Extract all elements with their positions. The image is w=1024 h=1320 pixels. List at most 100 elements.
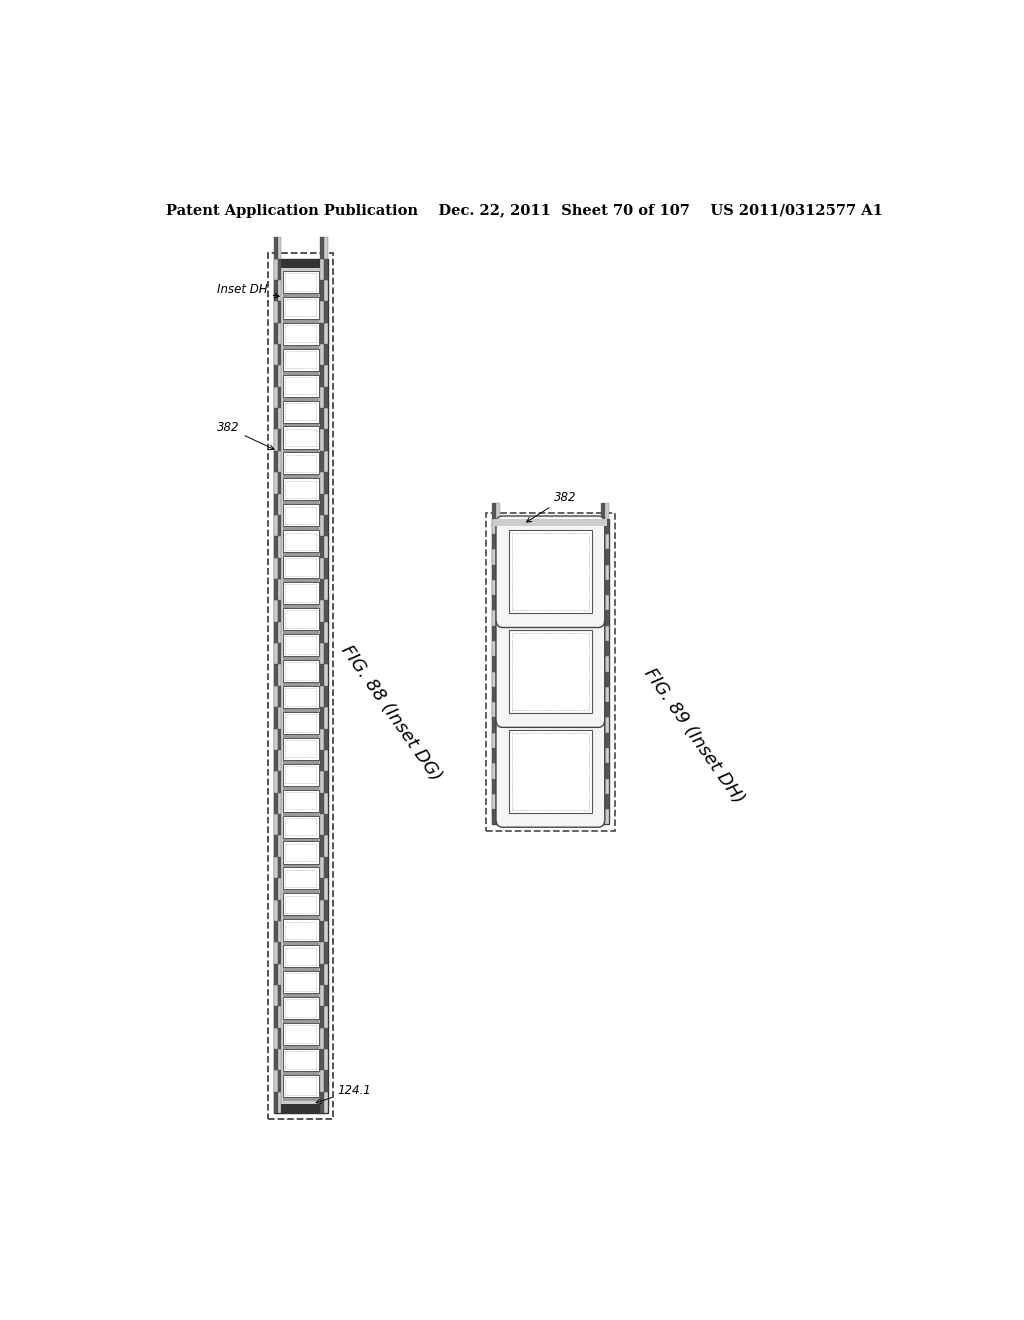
Bar	[283, 997, 318, 1019]
Bar	[283, 396, 318, 400]
Bar	[283, 686, 318, 708]
Bar	[278, 345, 282, 366]
Bar	[283, 915, 318, 919]
Bar	[604, 686, 608, 702]
Bar	[273, 899, 278, 921]
Bar	[273, 878, 278, 899]
Bar	[601, 702, 604, 718]
Bar	[283, 556, 318, 578]
Bar	[283, 789, 318, 812]
Bar	[324, 536, 328, 557]
Bar	[283, 531, 318, 552]
Bar	[275, 259, 327, 268]
Bar	[278, 515, 282, 536]
Bar	[283, 1045, 318, 1049]
Bar	[278, 899, 282, 921]
Bar	[286, 300, 316, 317]
Bar	[286, 351, 316, 368]
Bar	[273, 1006, 278, 1028]
Bar	[601, 535, 604, 549]
Bar	[273, 238, 278, 259]
Bar	[601, 748, 604, 763]
Bar	[286, 741, 316, 758]
Bar	[283, 1071, 318, 1074]
Bar	[496, 672, 500, 686]
Bar	[321, 515, 324, 536]
Bar	[604, 702, 608, 718]
Bar	[286, 766, 316, 783]
Bar	[283, 1049, 318, 1071]
Bar	[601, 595, 604, 610]
Bar	[278, 878, 282, 899]
Bar	[286, 818, 316, 836]
Bar	[286, 792, 316, 809]
Bar	[283, 945, 318, 968]
Bar	[493, 672, 496, 686]
Bar	[486, 512, 614, 830]
Bar	[321, 429, 324, 451]
Bar	[321, 836, 324, 857]
Bar	[283, 708, 318, 711]
Bar	[324, 686, 328, 708]
Bar	[283, 578, 318, 582]
Bar	[286, 378, 316, 395]
Bar	[324, 857, 328, 878]
Bar	[273, 366, 278, 387]
Bar	[601, 503, 604, 519]
Bar	[283, 348, 318, 371]
Bar	[286, 507, 316, 524]
Bar	[321, 473, 324, 494]
Bar	[493, 549, 496, 565]
Bar	[512, 733, 589, 810]
Bar	[324, 814, 328, 836]
Text: 382: 382	[526, 491, 577, 523]
Bar	[324, 1092, 328, 1113]
Bar	[321, 985, 324, 1006]
Bar	[321, 579, 324, 601]
Bar	[278, 557, 282, 579]
Bar	[283, 941, 318, 945]
Bar	[286, 585, 316, 602]
Bar	[278, 536, 282, 557]
Bar	[273, 985, 278, 1006]
Bar	[273, 536, 278, 557]
Bar	[273, 429, 278, 451]
Bar	[273, 836, 278, 857]
Bar	[283, 297, 318, 319]
Bar	[324, 1049, 328, 1071]
Bar	[324, 878, 328, 899]
Bar	[324, 771, 328, 793]
Bar	[283, 1074, 318, 1097]
Bar	[324, 964, 328, 985]
Bar	[324, 451, 328, 473]
Bar	[493, 718, 496, 733]
Bar	[275, 1104, 327, 1113]
Bar	[493, 779, 496, 793]
Bar	[283, 371, 318, 375]
Bar	[273, 408, 278, 429]
Bar	[601, 519, 604, 535]
Bar	[283, 319, 318, 322]
Bar	[321, 1049, 324, 1071]
Bar	[496, 733, 500, 748]
Bar	[283, 760, 318, 764]
Bar	[286, 558, 316, 576]
Bar	[321, 408, 324, 429]
Bar	[283, 527, 318, 531]
Bar	[321, 793, 324, 814]
Bar	[321, 921, 324, 942]
Bar	[278, 451, 282, 473]
Bar	[278, 643, 282, 664]
Bar	[286, 610, 316, 628]
Bar	[604, 718, 608, 733]
Bar	[283, 449, 318, 453]
Bar	[273, 664, 278, 686]
Bar	[321, 729, 324, 750]
Bar	[604, 626, 608, 642]
Bar	[496, 642, 500, 656]
FancyBboxPatch shape	[496, 616, 605, 727]
Bar	[512, 634, 589, 710]
Bar	[496, 763, 500, 779]
Bar	[604, 595, 608, 610]
Bar	[496, 565, 500, 579]
